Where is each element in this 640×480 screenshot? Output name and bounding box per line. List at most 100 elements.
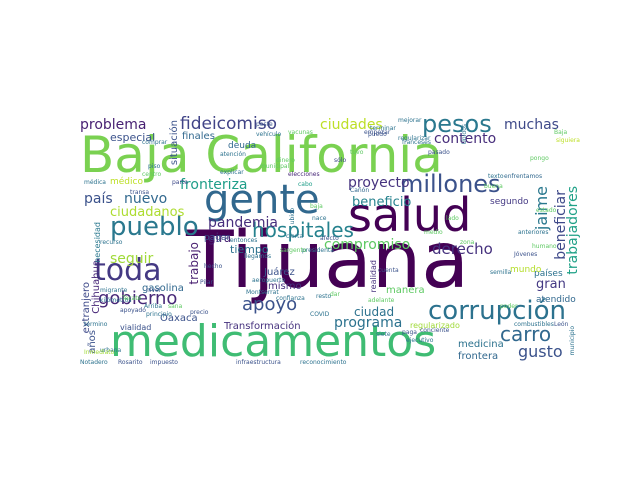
word-cloud-word: ciudades <box>320 117 383 133</box>
word-cloud-word: gira <box>208 231 232 245</box>
word-cloud-word: aeropuerto <box>252 277 286 284</box>
word-cloud-word: sana <box>168 303 183 310</box>
word-cloud-word: reconocimiento <box>300 359 347 366</box>
word-cloud-word: ubico <box>289 208 296 225</box>
word-cloud-word: médico <box>110 177 143 187</box>
word-cloud-word: muchas <box>504 117 559 133</box>
word-cloud-word: entonces <box>230 237 258 244</box>
word-cloud-word: explicar <box>220 169 244 176</box>
word-cloud-word: gasolina <box>142 283 184 294</box>
word-cloud-word: ciudadanos <box>110 205 185 220</box>
word-cloud-word: Baja California <box>80 126 443 184</box>
word-cloud-word: término <box>84 321 108 328</box>
word-cloud-word: atendido <box>536 295 576 305</box>
word-cloud-word: Tijuana <box>186 216 470 306</box>
word-cloud-word: carro <box>500 322 552 346</box>
word-cloud-word: Juárez <box>264 267 295 278</box>
word-cloud-word: Baja <box>554 129 568 136</box>
word-cloud-word: urbana <box>100 347 122 354</box>
word-cloud-word: empezar <box>364 129 391 136</box>
word-cloud-word: sargento <box>280 247 307 254</box>
word-cloud-word: siguiera <box>556 137 580 144</box>
word-cloud-word: gusto <box>518 342 563 361</box>
word-cloud-word: país <box>84 191 113 207</box>
word-cloud-word: baja <box>310 203 323 210</box>
word-cloud-word: comprar <box>142 139 168 146</box>
word-cloud-word: centro <box>142 171 162 178</box>
word-cloud-word: dinero <box>276 157 295 164</box>
word-cloud-word: Inmediato <box>84 349 115 356</box>
word-cloud-word: vacunas <box>288 129 313 136</box>
word-cloud-word: humano <box>532 243 557 250</box>
word-cloud-word: pueblo <box>110 212 199 242</box>
word-cloud-word: piso <box>148 163 161 170</box>
word-cloud-word: kilómetros <box>100 297 132 304</box>
word-cloud-word: nace <box>312 215 327 222</box>
word-cloud-word: Pilar <box>200 279 213 286</box>
word-cloud-word: conciente <box>420 327 450 334</box>
word-cloud-word: resto <box>316 293 332 300</box>
word-cloud-word: medio <box>424 229 443 236</box>
word-cloud-word: COVID <box>310 311 330 318</box>
word-cloud: Tijuana Baja California medicamentos sal… <box>80 112 580 372</box>
word-cloud-word: franceses <box>402 139 431 146</box>
word-cloud-word: nivel <box>146 287 161 294</box>
word-cloud-word: sólo <box>334 157 347 164</box>
word-cloud-word: lado <box>446 215 459 222</box>
word-cloud-word: pagar <box>204 233 231 243</box>
word-cloud-word: nuevo <box>124 191 168 207</box>
word-cloud-word: dar <box>330 291 340 298</box>
word-cloud-word: frontera <box>458 351 499 362</box>
word-cloud-word: pandemia <box>208 215 278 231</box>
word-cloud-word: estado <box>536 207 557 214</box>
word-cloud-word: hospitales <box>252 218 354 242</box>
word-cloud-word: toda <box>94 253 162 288</box>
word-cloud-word: poder <box>500 303 518 310</box>
word-cloud-word: peste <box>256 121 273 128</box>
word-cloud-word: segundo <box>490 197 529 207</box>
word-cloud-word: salud <box>348 188 472 242</box>
word-cloud-word: Montserrat <box>246 289 279 296</box>
word-cloud-word: León <box>554 321 569 328</box>
word-cloud-word: programa <box>334 315 403 331</box>
word-cloud-word: beneficio <box>352 195 412 210</box>
word-cloud-word: afecto <box>320 235 339 242</box>
word-cloud-word: fideicomiso <box>180 114 277 134</box>
word-cloud-word: impuesto <box>150 359 178 366</box>
word-cloud-word: finales <box>182 131 215 142</box>
word-cloud-word: Notadero <box>80 359 108 366</box>
word-cloud-word: tiempo <box>230 243 269 256</box>
word-cloud-word: millones <box>400 170 501 198</box>
word-cloud-word: cabo <box>298 181 313 188</box>
word-cloud-word: mundo <box>510 265 542 275</box>
word-cloud-word: países <box>534 269 563 279</box>
word-cloud-word: llegamos <box>244 253 272 260</box>
word-cloud-word: situación <box>169 120 180 166</box>
word-cloud-word: apoyo <box>242 294 298 315</box>
word-cloud-word: hecho <box>204 263 223 270</box>
word-cloud-word: pasado <box>428 149 450 156</box>
word-cloud-word: especial <box>110 131 156 144</box>
word-cloud-word: zona <box>460 239 475 246</box>
word-cloud-word: Jóvenes <box>514 251 538 258</box>
word-cloud-word: terminar <box>370 125 396 132</box>
word-cloud-word: contento <box>434 131 497 147</box>
word-cloud-word: buena <box>484 183 503 190</box>
word-cloud-word: mejorar <box>398 117 422 124</box>
word-cloud-word: infraestructura <box>236 359 281 366</box>
word-cloud-word: adelante <box>368 297 395 304</box>
word-cloud-word: Cañón <box>350 187 370 194</box>
word-cloud-word: regularizado <box>410 321 460 330</box>
word-cloud-word: Transformación <box>224 321 301 332</box>
word-cloud-word: ejecutivo <box>406 337 434 344</box>
word-cloud-word: deuda <box>228 141 257 151</box>
word-cloud-word: transa <box>130 189 150 196</box>
word-cloud-word: atención <box>220 151 246 158</box>
word-cloud-word: trabajo <box>187 242 201 285</box>
word-cloud-word: texto <box>488 173 504 180</box>
word-cloud-word: medicina <box>458 339 504 350</box>
word-cloud-word: vehículo <box>256 131 282 138</box>
word-cloud-word: enfrentamos <box>504 173 543 180</box>
word-cloud-word: corrupción <box>428 296 567 326</box>
word-cloud-word: elecciones <box>288 171 320 178</box>
